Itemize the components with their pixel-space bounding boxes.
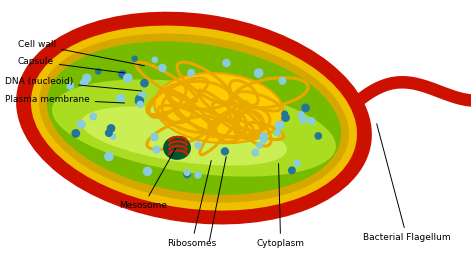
Circle shape: [252, 149, 258, 156]
Circle shape: [184, 171, 191, 178]
Circle shape: [298, 111, 304, 117]
Text: Cytoplasm: Cytoplasm: [256, 164, 305, 248]
Circle shape: [159, 64, 166, 72]
Circle shape: [315, 133, 321, 139]
Circle shape: [136, 95, 143, 102]
Ellipse shape: [81, 106, 287, 166]
Circle shape: [275, 121, 283, 129]
Circle shape: [279, 77, 286, 84]
Circle shape: [106, 130, 112, 136]
Circle shape: [144, 167, 152, 176]
Circle shape: [255, 69, 263, 77]
Circle shape: [261, 137, 267, 143]
Text: Cell wall: Cell wall: [18, 40, 145, 66]
Circle shape: [108, 125, 115, 132]
Circle shape: [124, 74, 132, 82]
Text: Mesosome: Mesosome: [119, 148, 176, 210]
Circle shape: [294, 160, 300, 166]
Circle shape: [223, 59, 230, 66]
Ellipse shape: [52, 80, 336, 177]
Ellipse shape: [155, 73, 283, 143]
Ellipse shape: [16, 12, 372, 225]
Circle shape: [119, 70, 126, 78]
Circle shape: [195, 142, 201, 148]
Circle shape: [152, 57, 157, 63]
Text: Ribosomes: Ribosomes: [167, 161, 216, 248]
Circle shape: [81, 79, 88, 86]
Ellipse shape: [39, 34, 349, 203]
Ellipse shape: [31, 26, 357, 211]
Circle shape: [67, 83, 73, 89]
Text: Bacterial Flagellum: Bacterial Flagellum: [363, 124, 451, 242]
Circle shape: [139, 92, 146, 99]
Circle shape: [188, 69, 194, 76]
Circle shape: [195, 172, 201, 178]
Text: DNA (nucleoid): DNA (nucleoid): [5, 77, 141, 91]
Ellipse shape: [163, 136, 191, 160]
Circle shape: [309, 118, 315, 124]
Text: Plasma membrane: Plasma membrane: [5, 95, 125, 104]
Circle shape: [282, 111, 288, 117]
Ellipse shape: [47, 41, 341, 195]
Circle shape: [289, 167, 295, 174]
Circle shape: [105, 152, 113, 160]
Circle shape: [184, 169, 190, 175]
Circle shape: [274, 130, 280, 135]
Circle shape: [153, 146, 160, 153]
Circle shape: [282, 114, 289, 121]
Circle shape: [257, 143, 262, 148]
Circle shape: [221, 148, 228, 155]
Circle shape: [82, 74, 91, 82]
Circle shape: [117, 95, 125, 103]
Circle shape: [260, 133, 267, 140]
Circle shape: [136, 97, 144, 105]
Circle shape: [90, 113, 97, 120]
Text: Capsule: Capsule: [18, 57, 125, 73]
Circle shape: [137, 101, 143, 107]
Circle shape: [72, 130, 80, 137]
Circle shape: [302, 104, 309, 111]
Circle shape: [141, 80, 148, 87]
Circle shape: [151, 133, 158, 141]
Circle shape: [96, 69, 101, 74]
Circle shape: [77, 120, 85, 128]
Circle shape: [300, 116, 307, 123]
Circle shape: [154, 147, 159, 152]
Circle shape: [110, 134, 116, 139]
Circle shape: [132, 56, 137, 61]
